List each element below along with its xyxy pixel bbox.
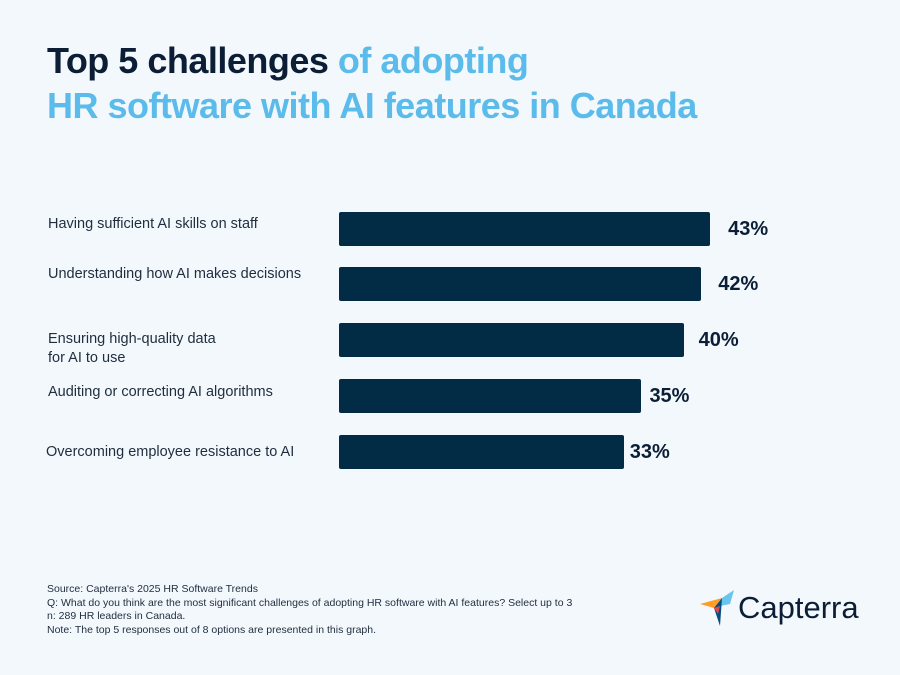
bar — [339, 435, 624, 469]
bar — [339, 267, 702, 301]
logo-text: Capterra — [738, 590, 859, 625]
bar — [339, 379, 642, 413]
category-label: Auditing or correcting AI algorithms — [48, 384, 273, 400]
footnotes: Source: Capterra's 2025 HR Software Tren… — [47, 583, 572, 637]
category-label: Ensuring high-quality data for AI to use — [48, 331, 216, 366]
category-label: Overcoming employee resistance to AI — [46, 444, 295, 460]
bar — [339, 323, 685, 357]
value-label: 42% — [718, 273, 759, 295]
value-label: 43% — [728, 218, 769, 240]
sample-note: n: 289 HR leaders in Canada. — [47, 610, 186, 622]
category-label: Having sufficient AI skills on staff — [48, 216, 258, 232]
bar — [339, 212, 711, 246]
capterra-arrow-icon — [700, 590, 734, 626]
value-label: 33% — [629, 441, 670, 463]
value-label: 35% — [649, 385, 690, 407]
value-label: 40% — [698, 329, 739, 351]
chart-title: Top 5 challenges of adopting HR software … — [47, 38, 697, 128]
note: Note: The top 5 responses out of 8 optio… — [47, 623, 377, 636]
question-note: Q: What do you think are the most signif… — [47, 596, 573, 609]
capterra-logo: Capterra — [700, 590, 859, 626]
category-label: Understanding how AI makes decisions — [48, 266, 302, 282]
title-line2: HR software with AI features in Canada — [47, 85, 697, 126]
title-part1: Top 5 challenges — [47, 40, 329, 81]
source-note: Source: Capterra's 2025 HR Software Tren… — [47, 583, 258, 595]
title-part2: of adopting — [328, 40, 529, 81]
